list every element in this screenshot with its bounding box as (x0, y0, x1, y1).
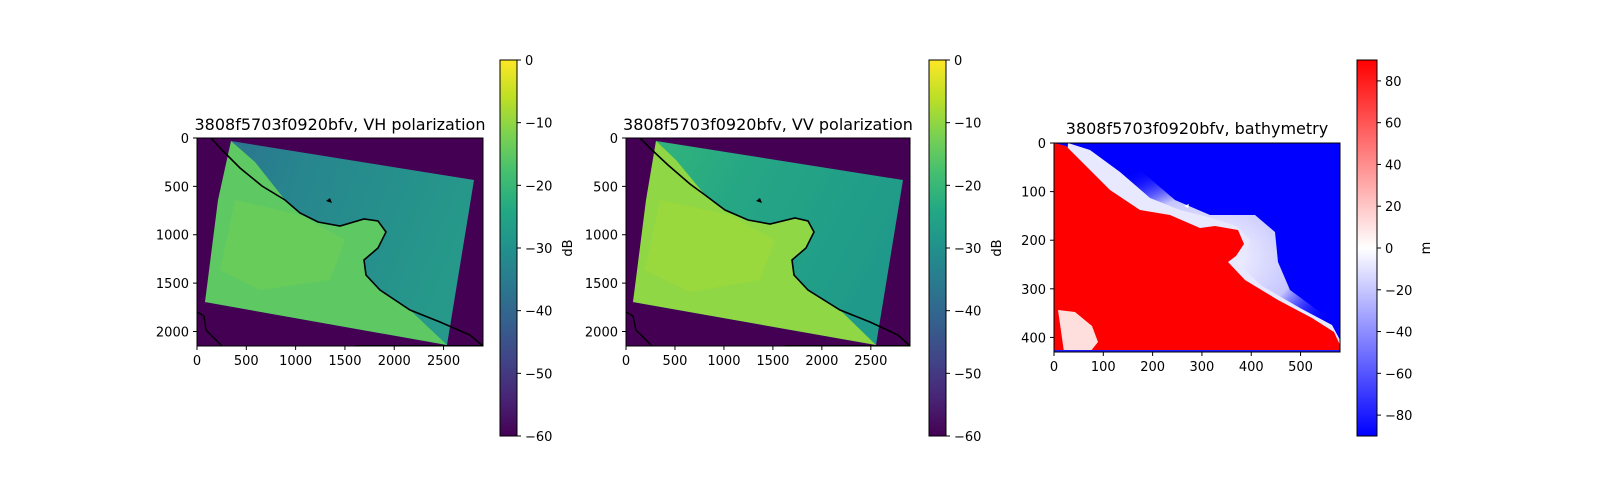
panel-vv: 3808f5703f0920bfv, VV polarization 0 500 1… (585, 54, 1005, 445)
colorbar-tick-label: −20 (954, 179, 981, 194)
colorbar-tick-label: 80 (1385, 75, 1402, 90)
y-tick-label: 500 (164, 180, 189, 195)
x-tick-label: 300 (1190, 360, 1215, 375)
land-elevation (1054, 143, 1340, 352)
y-tick-label: 500 (593, 180, 618, 195)
colorbar-tick-label: −30 (525, 242, 552, 257)
x-tick-label: 1500 (756, 354, 789, 369)
x-tick-label: 400 (1239, 360, 1264, 375)
coastline (639, 138, 910, 346)
colorbar-gradient (1356, 59, 1378, 437)
colorbar-tick-label: 0 (1385, 242, 1393, 257)
x-tick-label: 500 (234, 354, 259, 369)
colorbar-ticks: 0 −10 −20 −30 −40 −50 −60 (946, 54, 981, 445)
colorbar-label: m (1419, 242, 1434, 255)
axis-ticks: 0 100 200 300 400 500 0 100 200 300 400 (1021, 137, 1313, 375)
colorbar-tick-label: −30 (954, 242, 981, 257)
colorbar-tick-label: −40 (1385, 326, 1412, 341)
x-tick-label: 2000 (805, 354, 838, 369)
x-tick-label: 1000 (279, 354, 312, 369)
coastline-sw (197, 311, 223, 346)
colorbar: 80 60 40 20 0 −20 −40 −60 −80 m (1356, 59, 1434, 437)
lowland-white (1058, 310, 1098, 352)
colorbar-tick-label: 40 (1385, 158, 1402, 173)
panel-title: 3808f5703f0920bfv, VV polarization (623, 115, 913, 134)
axes-frame (625, 137, 911, 347)
x-tick-label: 2500 (854, 354, 887, 369)
island (756, 198, 762, 203)
y-tick-label: 1500 (156, 277, 189, 292)
colorbar: 0 −10 −20 −30 −40 −50 −60 dB (499, 54, 576, 445)
y-tick-label: 400 (1021, 331, 1046, 346)
coastline-sw (626, 311, 653, 346)
colorbar-tick-label: −50 (525, 367, 552, 382)
colorbar-tick-label: −60 (525, 430, 552, 445)
colorbar-tick-label: −40 (954, 305, 981, 320)
colorbar: 0 −10 −20 −30 −40 −50 −60 dB (928, 54, 1005, 445)
x-tick-label: 500 (663, 354, 688, 369)
colorbar-gradient (499, 59, 518, 437)
colorbar-tick-label: −10 (954, 117, 981, 132)
x-tick-label: 0 (193, 354, 201, 369)
colorbar-tick-label: −20 (1385, 284, 1412, 299)
colorbar-tick-label: −60 (954, 430, 981, 445)
y-tick-label: 100 (1021, 186, 1046, 201)
coastline (210, 138, 483, 346)
x-tick-label: 2500 (427, 354, 460, 369)
x-tick-label: 200 (1140, 360, 1165, 375)
panel-bathymetry: 3808f5703f0920bfv, bathymetry 0 100 200 300… (1021, 59, 1434, 437)
image-area (626, 138, 910, 346)
colorbar-tick-label: 60 (1385, 117, 1402, 132)
island (1184, 204, 1189, 208)
colorbar-tick-label: −50 (954, 367, 981, 382)
colorbar-tick-label: −60 (1385, 367, 1412, 382)
colorbar-label: dB (561, 239, 576, 256)
y-tick-label: 300 (1021, 283, 1046, 298)
x-tick-label: 100 (1091, 360, 1116, 375)
colorbar-gradient (928, 59, 947, 437)
island (326, 198, 332, 203)
y-tick-label: 0 (610, 132, 618, 147)
x-tick-label: 1000 (707, 354, 740, 369)
colorbar-tick-label: −40 (525, 305, 552, 320)
sar-swath-land (205, 141, 447, 345)
x-tick-label: 500 (1288, 360, 1313, 375)
y-tick-label: 1000 (156, 229, 189, 244)
image-area (197, 138, 483, 346)
colorbar-tick-label: 0 (525, 54, 533, 69)
y-tick-label: 0 (181, 132, 189, 147)
axes-frame (196, 137, 484, 347)
colorbar-tick-label: 0 (954, 54, 962, 69)
panel-title: 3808f5703f0920bfv, bathymetry (1066, 119, 1328, 138)
panel-vh: 3808f5703f0920bfv, VH polarization 0 500 1… (156, 54, 576, 445)
y-tick-label: 1000 (585, 229, 618, 244)
axis-ticks: 0 500 1000 1500 2000 2500 0 500 1000 1500 2000 (156, 132, 460, 369)
y-tick-label: 2000 (585, 325, 618, 340)
y-tick-label: 2000 (156, 325, 189, 340)
image-area (1054, 143, 1340, 352)
x-tick-label: 0 (1050, 360, 1058, 375)
colorbar-tick-label: −80 (1385, 409, 1412, 424)
axes-frame (1053, 142, 1341, 353)
colorbar-tick-label: −20 (525, 179, 552, 194)
panel-title: 3808f5703f0920bfv, VH polarization (195, 115, 486, 134)
x-tick-label: 1500 (328, 354, 361, 369)
colorbar-label: dB (990, 239, 1005, 256)
colorbar-ticks: 0 −10 −20 −30 −40 −50 −60 (517, 54, 552, 445)
axis-ticks: 0 500 1000 1500 2000 2500 0 500 1000 1500 2000 (585, 132, 887, 369)
y-tick-label: 1500 (585, 277, 618, 292)
colorbar-tick-label: −10 (525, 117, 552, 132)
x-tick-label: 2000 (378, 354, 411, 369)
colorbar-ticks: 80 60 40 20 0 −20 −40 −60 −80 (1377, 75, 1412, 424)
land-texture (220, 200, 345, 290)
y-tick-label: 0 (1038, 137, 1046, 152)
land-texture (645, 200, 775, 292)
colorbar-tick-label: 20 (1385, 200, 1402, 215)
x-tick-label: 0 (622, 354, 630, 369)
y-tick-label: 200 (1021, 234, 1046, 249)
